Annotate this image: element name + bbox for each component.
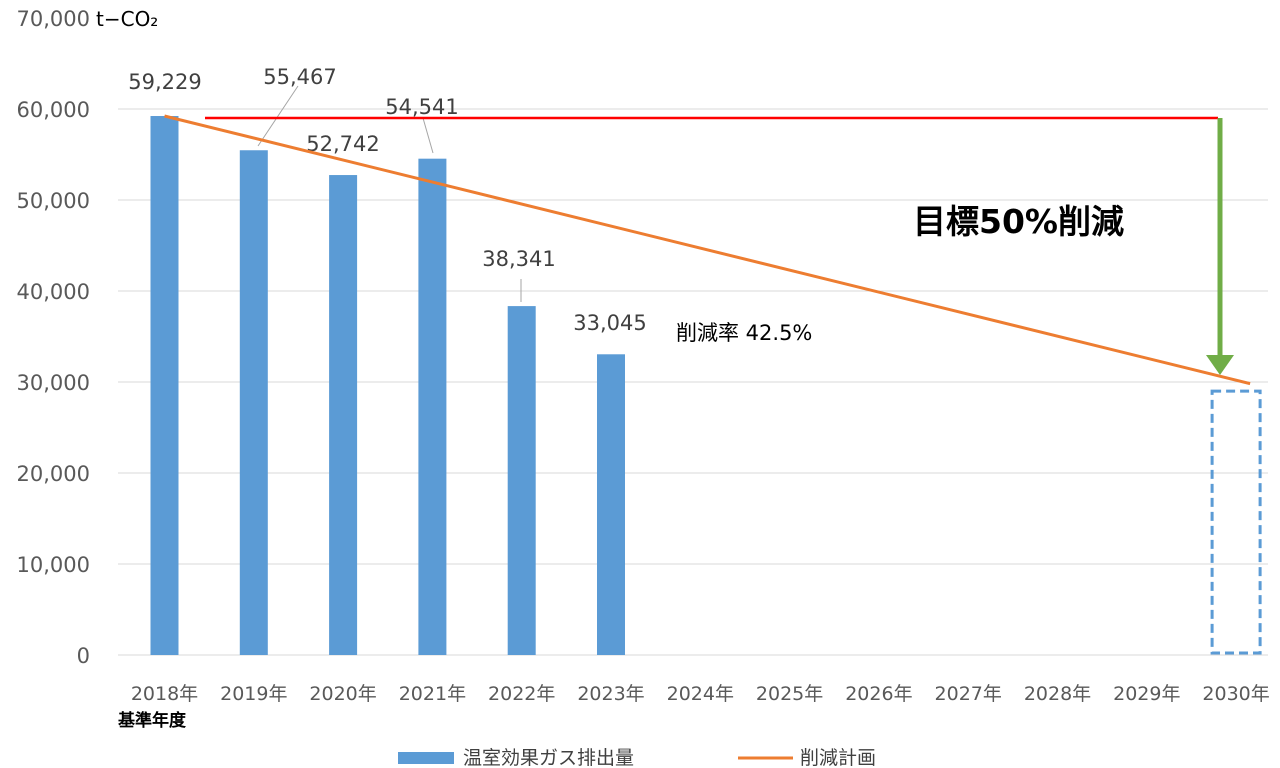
bar xyxy=(507,306,536,655)
target-2030-dashed-box xyxy=(1210,389,1262,655)
x-tick-label: 2026年 xyxy=(845,683,912,705)
data-label: 55,467 xyxy=(263,65,336,89)
legend-line-label: 削減計画 xyxy=(800,747,876,768)
data-label: 52,742 xyxy=(306,132,379,156)
x-tick-label: 2029年 xyxy=(1113,683,1180,705)
data-label: 33,045 xyxy=(573,311,646,335)
y-tick-label: 10,000 xyxy=(17,553,90,577)
data-label: 38,341 xyxy=(482,247,555,271)
reduction-plan-line xyxy=(164,114,1251,386)
target-annotation: 目標50%削減 xyxy=(913,202,1124,241)
x-tick-label: 2024年 xyxy=(667,683,734,705)
bar xyxy=(239,150,268,655)
reduction-rate-annotation: 削減率 42.5% xyxy=(676,321,812,345)
x-tick-label: 2030年 xyxy=(1202,683,1269,705)
x-tick-label: 2022年 xyxy=(488,683,555,705)
y-tick-label: 30,000 xyxy=(17,371,90,395)
leader-line xyxy=(422,117,434,154)
data-label: 54,541 xyxy=(385,95,458,119)
bar xyxy=(418,158,447,656)
x-tick-label: 2019年 xyxy=(220,683,287,705)
legend: 温室効果ガス排出量 削減計画 xyxy=(398,747,876,768)
y-axis-unit-label: t−CO₂ xyxy=(96,7,158,31)
bar xyxy=(597,354,625,655)
bar xyxy=(329,175,358,656)
x-tick-label: 2023年 xyxy=(577,683,644,705)
x-tick-label: 2021年 xyxy=(399,683,466,705)
y-tick-label: 0 xyxy=(77,644,90,668)
x-tick-label: 2027年 xyxy=(935,683,1002,705)
y-tick-label: 20,000 xyxy=(17,462,90,486)
leader-line xyxy=(257,85,299,147)
y-tick-label: 70,000 xyxy=(17,7,90,31)
y-tick-label: 50,000 xyxy=(17,189,90,213)
y-tick-label: 60,000 xyxy=(17,98,90,122)
data-label: 59,229 xyxy=(128,70,201,94)
legend-bar-swatch xyxy=(398,752,454,764)
target-arrow-head xyxy=(1206,355,1234,375)
grid-lines xyxy=(118,108,1268,656)
y-axis-ticks: 0 10,000 20,000 30,000 40,000 50,000 60,000 70,… xyxy=(17,7,90,668)
x-tick-label: 2018年 xyxy=(131,683,198,705)
bar-series xyxy=(150,116,625,656)
x-tick-label: 2020年 xyxy=(309,683,376,705)
bar xyxy=(150,116,179,655)
base-year-note: 基準年度 xyxy=(117,710,187,731)
legend-bar-label: 温室効果ガス排出量 xyxy=(463,747,634,768)
x-tick-label: 2028年 xyxy=(1024,683,1091,705)
y-tick-label: 40,000 xyxy=(17,280,90,304)
data-label-leader-lines xyxy=(257,85,522,302)
x-axis-ticks: 2018年 2019年 2020年 2021年 2022年 2023年 2024年 2025年… xyxy=(131,683,1270,705)
x-tick-label: 2025年 xyxy=(756,683,823,705)
